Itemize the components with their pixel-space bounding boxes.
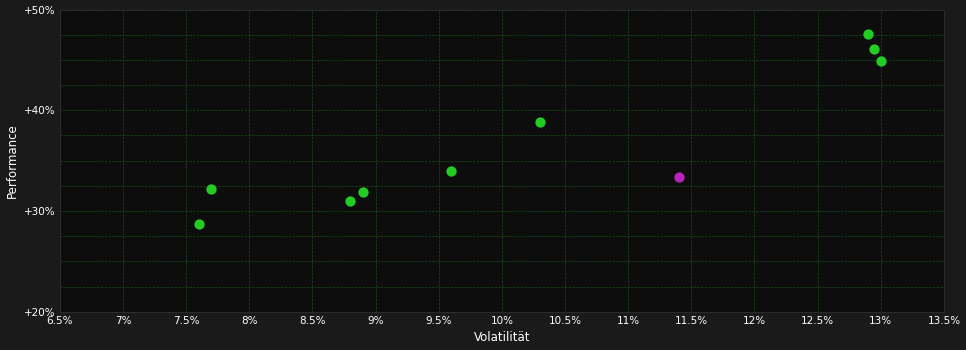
- Point: [343, 198, 358, 204]
- Point: [191, 221, 207, 227]
- Point: [867, 46, 882, 52]
- Point: [443, 168, 459, 174]
- Point: [532, 120, 548, 125]
- Y-axis label: Performance: Performance: [6, 123, 18, 198]
- Point: [861, 31, 876, 36]
- Point: [671, 174, 687, 180]
- Point: [873, 58, 889, 64]
- Point: [355, 189, 371, 195]
- X-axis label: Volatilität: Volatilität: [473, 331, 530, 344]
- Point: [204, 186, 219, 192]
